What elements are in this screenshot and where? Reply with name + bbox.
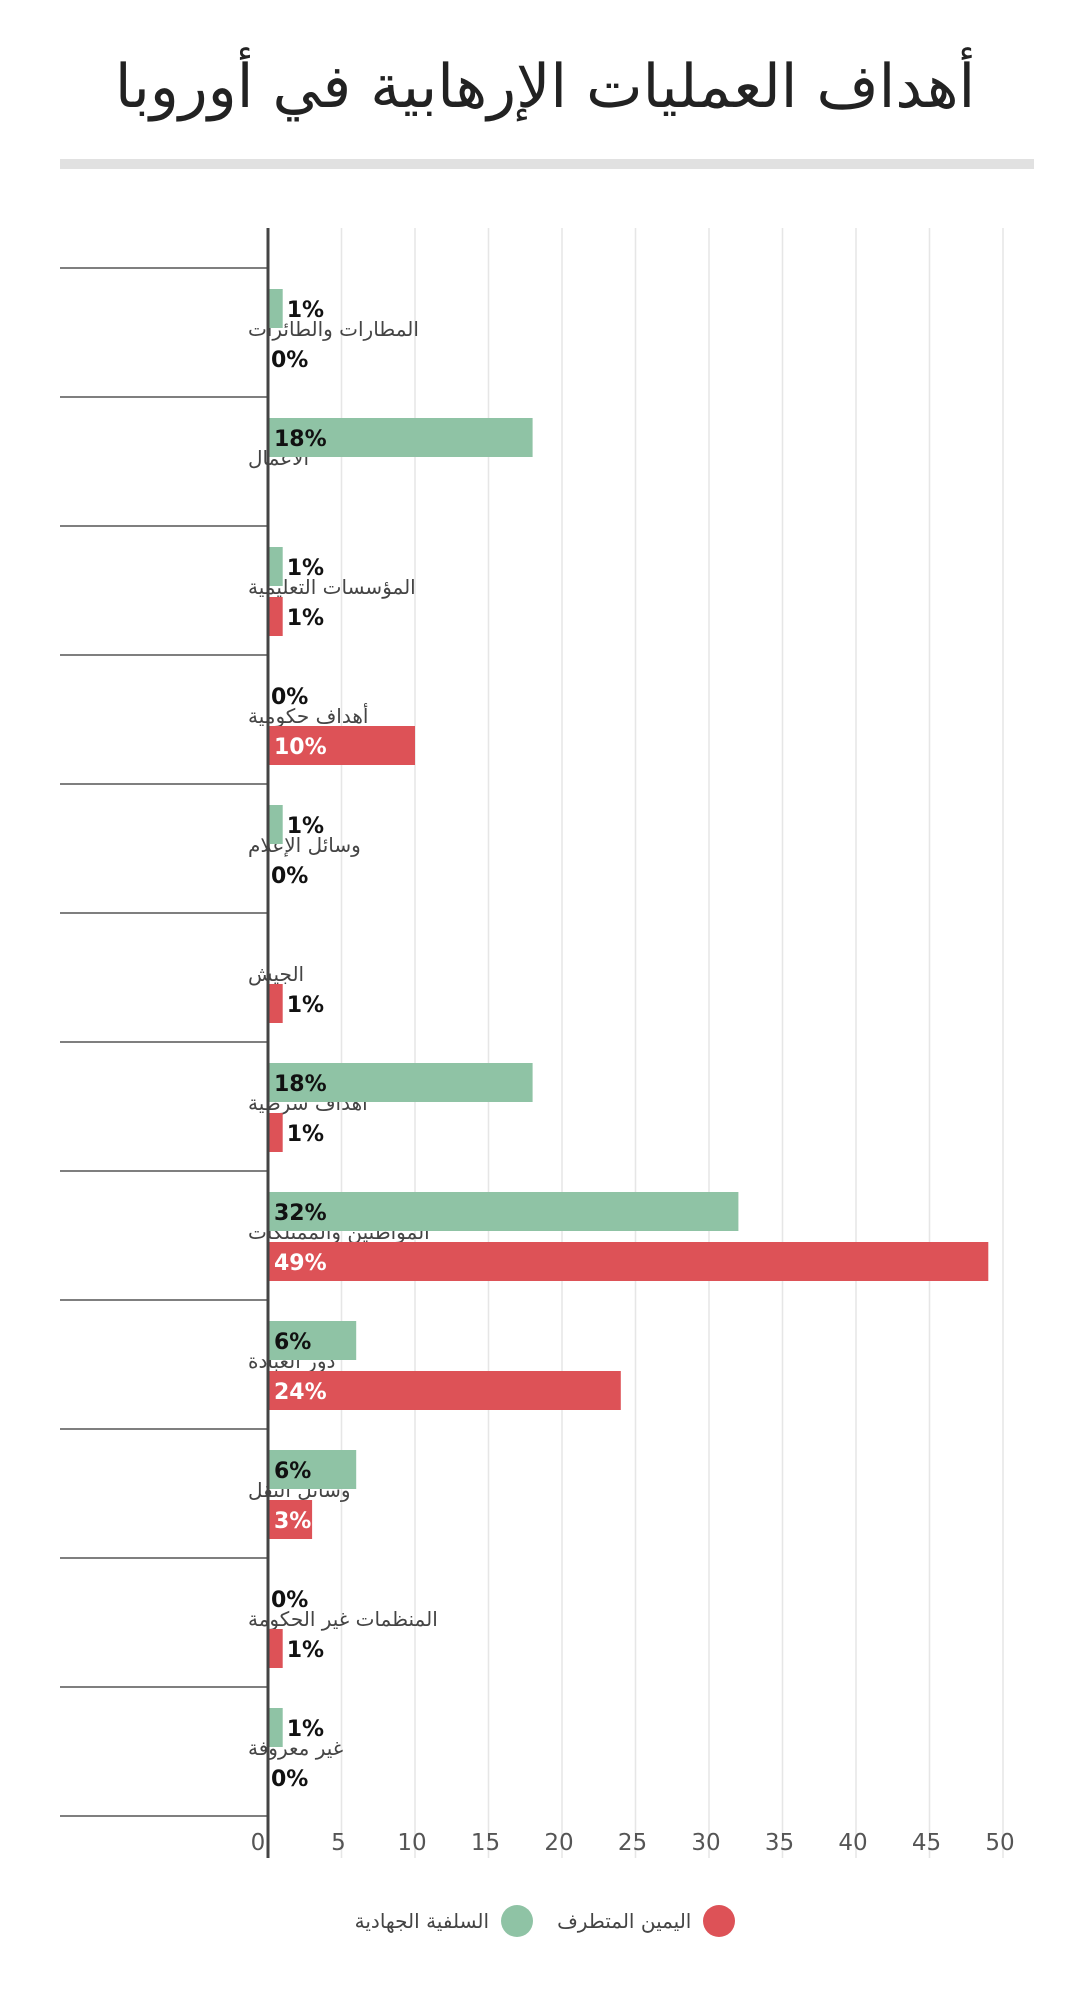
x-tick-label: 40 xyxy=(838,1830,867,1856)
category-label: الجيش xyxy=(248,962,304,986)
data-label: 1% xyxy=(287,1638,324,1663)
x-tick-label: 10 xyxy=(397,1830,426,1856)
bar-salafi xyxy=(268,1321,357,1360)
data-label: 3% xyxy=(274,1509,311,1534)
bar-far-right xyxy=(268,1371,621,1410)
x-tick-label: 45 xyxy=(912,1830,941,1856)
data-label: 1% xyxy=(287,1122,324,1147)
x-tick-label: 30 xyxy=(691,1830,720,1856)
bar-salafi xyxy=(268,289,283,328)
data-label: 1% xyxy=(287,298,324,323)
x-tick-label: 20 xyxy=(544,1830,573,1856)
bar-far-right xyxy=(268,597,283,636)
bar-salafi xyxy=(268,1708,283,1747)
legend-label: السلفية الجهادية xyxy=(354,1909,490,1933)
legend-swatch xyxy=(501,1905,534,1937)
bar-salafi xyxy=(268,805,283,844)
data-label: 49% xyxy=(274,1251,327,1276)
data-label: 1% xyxy=(287,1717,324,1742)
data-label: 0% xyxy=(271,864,308,889)
data-label: 0% xyxy=(271,685,308,710)
legend-item: اليمين المتطرف xyxy=(557,1905,736,1937)
bar-salafi xyxy=(268,1450,357,1489)
data-label: 18% xyxy=(274,427,327,452)
bar-salafi xyxy=(268,1192,739,1231)
bar-far-right xyxy=(268,1500,313,1539)
data-label: 1% xyxy=(287,606,324,631)
bar-far-right xyxy=(268,1113,283,1152)
legend-label: اليمين المتطرف xyxy=(557,1909,692,1933)
data-label: 32% xyxy=(274,1201,327,1226)
x-tick-label: 0 xyxy=(251,1830,266,1856)
bar-far-right xyxy=(268,984,283,1023)
bar-far-right xyxy=(268,1242,989,1281)
x-tick-label: 5 xyxy=(331,1830,346,1856)
bar-far-right xyxy=(268,1629,283,1668)
chart-title: أهداف العمليات الإرهابية في أوروبا xyxy=(114,52,976,122)
data-label: 10% xyxy=(274,735,327,760)
x-tick-label: 35 xyxy=(765,1830,794,1856)
title-underline xyxy=(60,159,1034,169)
x-tick-label: 15 xyxy=(471,1830,500,1856)
x-tick-label: 25 xyxy=(618,1830,647,1856)
data-label: 1% xyxy=(287,993,324,1018)
bar-far-right xyxy=(268,726,415,765)
data-label: 0% xyxy=(271,1588,308,1613)
legend-swatch xyxy=(703,1905,736,1937)
bar-salafi xyxy=(268,547,283,586)
data-label: 0% xyxy=(271,348,308,373)
category-label: غير معروفة xyxy=(248,1736,343,1760)
data-label: 1% xyxy=(287,556,324,581)
legend: اليمين المتطرف السلفية الجهادية xyxy=(0,1905,1090,1937)
bar-salafi xyxy=(268,1063,533,1102)
data-label: 6% xyxy=(274,1330,311,1355)
legend-item: السلفية الجهادية xyxy=(354,1905,534,1937)
category-label: المنظمات غير الحكومة xyxy=(248,1607,438,1631)
data-label: 18% xyxy=(274,1072,327,1097)
data-label: 1% xyxy=(287,814,324,839)
data-label: 0% xyxy=(271,1767,308,1792)
data-label: 24% xyxy=(274,1380,327,1405)
data-label: 6% xyxy=(274,1459,311,1484)
x-tick-label: 50 xyxy=(985,1830,1014,1856)
bar-salafi xyxy=(268,418,533,457)
